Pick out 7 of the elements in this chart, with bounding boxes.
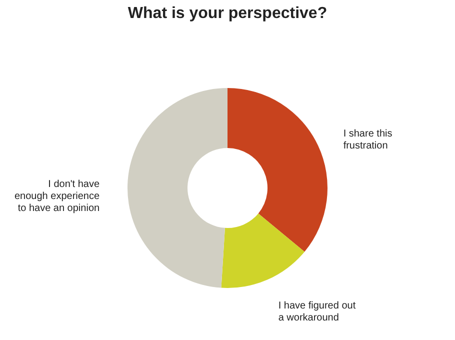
donut-slice: [221, 213, 305, 288]
chart-title: What is your perspective?: [128, 5, 328, 22]
donut-slice: [128, 88, 228, 288]
slice-label: I don't have enough experience to have an opinion: [14, 178, 100, 214]
donut-slice: [228, 88, 328, 252]
slice-label: I have figured out a workaround: [278, 300, 356, 324]
slice-label: I share this frustration: [343, 128, 392, 152]
